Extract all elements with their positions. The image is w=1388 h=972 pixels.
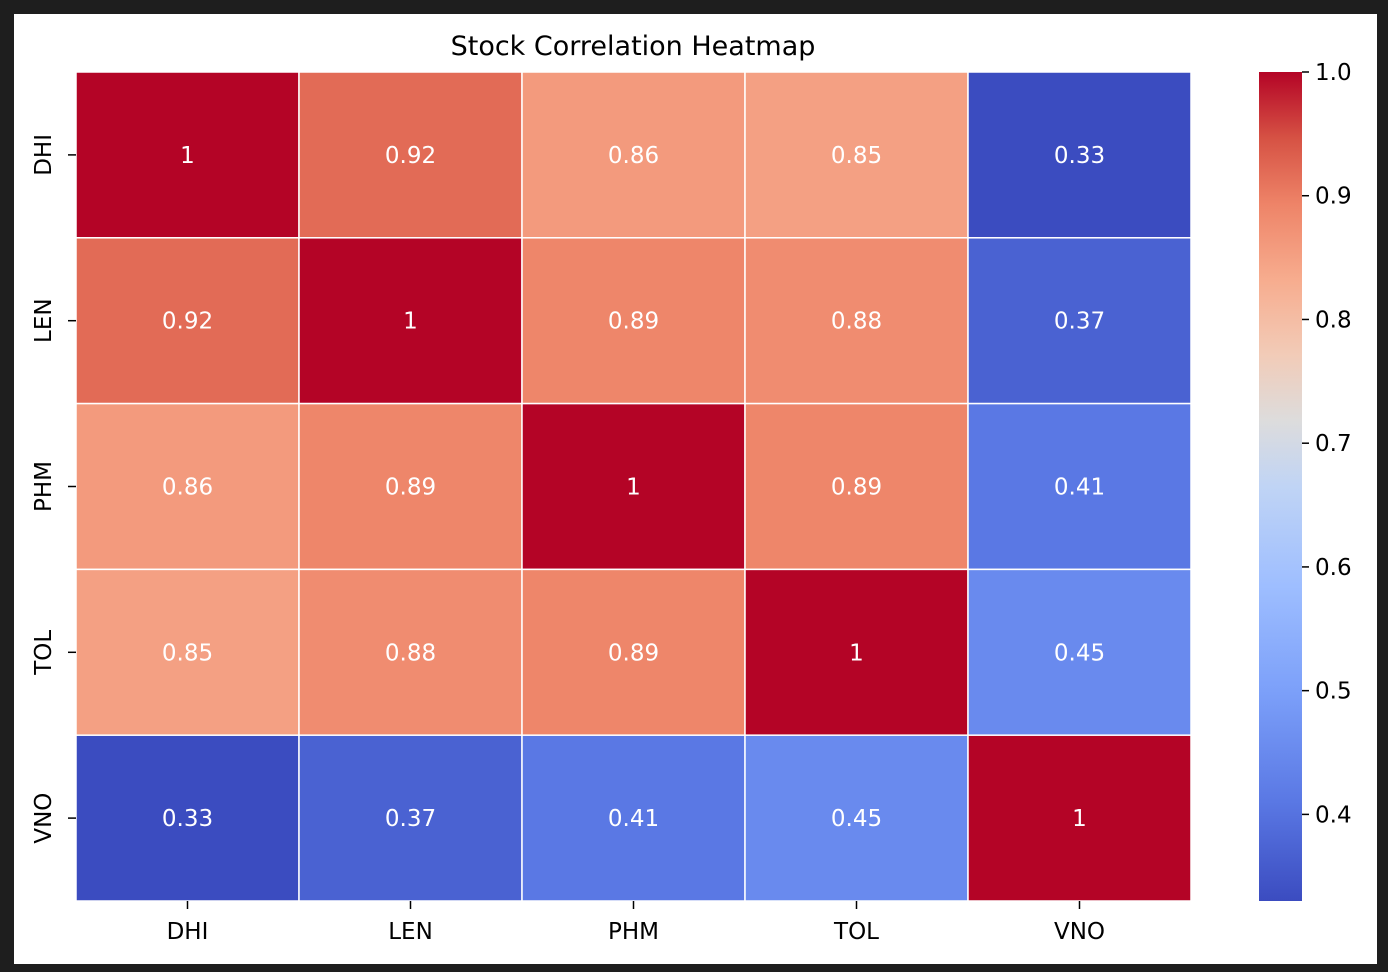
y-axis: DHI LEN PHM TOL VNO <box>31 134 76 844</box>
cell-annotation: 1 <box>1072 806 1087 832</box>
cell-annotation: 0.89 <box>608 309 659 335</box>
heatmap-cell <box>298 71 523 239</box>
x-tick-label: VNO <box>1054 919 1105 945</box>
colorbar-gradient <box>1259 72 1302 901</box>
heatmap-cell <box>521 734 746 902</box>
colorbar-tick-label: 0.9 <box>1315 184 1352 210</box>
cell-annotation: 0.45 <box>831 806 882 832</box>
colorbar-ticks: 1.0 0.9 0.8 0.7 0.6 0.5 0.4 <box>1302 60 1352 828</box>
cell-annotation: 0.89 <box>831 475 882 501</box>
cell-annotation: 0.88 <box>385 640 436 666</box>
heatmap-cell <box>75 734 300 902</box>
heatmap-cell <box>298 568 523 736</box>
cell-annotation: 0.45 <box>1054 640 1105 666</box>
y-tick-label: LEN <box>31 298 57 343</box>
colorbar-tick-label: 0.8 <box>1315 307 1352 333</box>
chart-title: Stock Correlation Heatmap <box>451 31 816 62</box>
heatmap-cell <box>967 402 1192 571</box>
y-tick-label: TOL <box>31 630 57 676</box>
heatmap-cell <box>75 568 300 736</box>
heatmap-cell <box>521 568 746 736</box>
cell-annotation: 0.85 <box>162 640 213 666</box>
cell-annotation: 0.41 <box>1054 475 1105 501</box>
y-tick-label: VNO <box>31 793 57 844</box>
cell-annotation: 0.33 <box>162 806 213 832</box>
heatmap-cell <box>744 237 969 405</box>
colorbar <box>1259 72 1302 901</box>
cell-annotation: 0.85 <box>831 143 882 169</box>
x-axis: DHI LEN PHM TOL VNO <box>167 901 1105 945</box>
x-tick-label: DHI <box>167 919 209 945</box>
heatmap-cell <box>967 734 1192 902</box>
cell-annotation: 0.37 <box>1054 309 1105 335</box>
colorbar-tick-label: 0.7 <box>1315 431 1352 457</box>
cell-annotation: 0.89 <box>608 640 659 666</box>
cell-annotation: 0.89 <box>385 475 436 501</box>
cell-annotation: 0.33 <box>1054 143 1105 169</box>
cell-annotation: 0.88 <box>831 309 882 335</box>
heatmap-cell <box>298 402 523 571</box>
cell-annotation: 0.92 <box>385 143 436 169</box>
heatmap-cell <box>744 734 969 902</box>
y-tick-label: DHI <box>31 134 57 176</box>
colorbar-tick-label: 0.6 <box>1315 555 1352 581</box>
cell-annotation: 1 <box>403 309 418 335</box>
cell-annotation: 0.41 <box>608 806 659 832</box>
heatmap-cell <box>967 237 1192 405</box>
colorbar-tick-label: 0.5 <box>1315 679 1352 705</box>
cell-annotation: 1 <box>626 475 641 501</box>
heatmap-cell <box>521 237 746 405</box>
heatmap-cell <box>744 402 969 571</box>
heatmap-cells <box>75 71 1192 902</box>
heatmap-cell <box>298 237 523 405</box>
heatmap-cell <box>521 402 746 571</box>
cell-annotation: 0.86 <box>608 143 659 169</box>
heatmap-annotations: 1 0.92 0.86 0.85 0.33 0.92 1 0.89 0.88 0.37 0.86 0.… <box>162 143 1105 832</box>
x-tick-label: PHM <box>608 919 659 945</box>
colorbar-tick-label: 0.4 <box>1315 802 1352 828</box>
cell-annotation: 1 <box>849 640 864 666</box>
cell-annotation: 0.92 <box>162 309 213 335</box>
heatmap-cell <box>967 568 1192 736</box>
cell-annotation: 1 <box>180 143 195 169</box>
heatmap-cell <box>298 734 523 902</box>
cell-annotation: 0.37 <box>385 806 436 832</box>
heatmap-cell <box>75 71 300 239</box>
colorbar-tick-label: 1.0 <box>1315 60 1352 86</box>
x-tick-label: TOL <box>833 919 879 945</box>
y-tick-label: PHM <box>31 461 57 512</box>
x-tick-label: LEN <box>388 919 433 945</box>
heatmap-cell <box>521 71 746 239</box>
heatmap-cell <box>744 71 969 239</box>
cell-annotation: 0.86 <box>162 475 213 501</box>
heatmap-cell <box>744 568 969 736</box>
